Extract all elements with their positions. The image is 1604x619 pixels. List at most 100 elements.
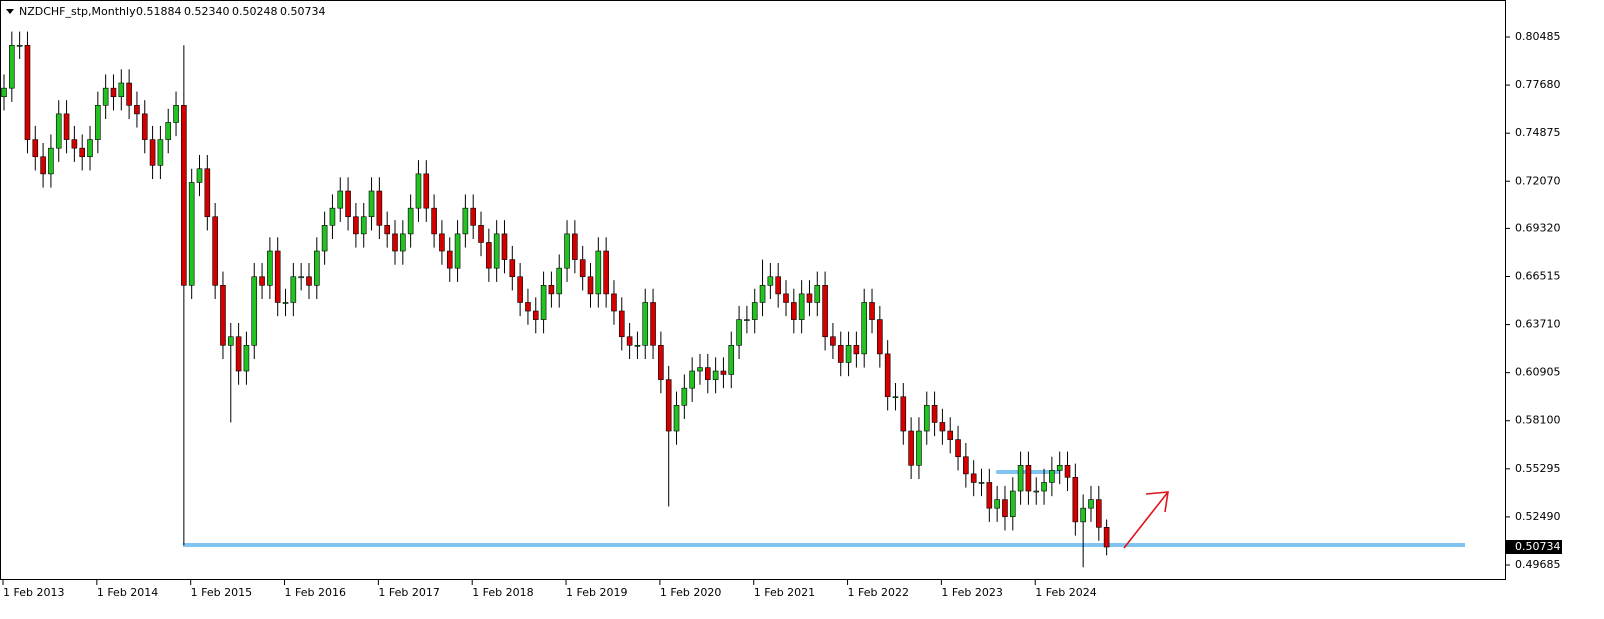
y-tick-label: 0.72070 bbox=[1515, 174, 1561, 187]
candle-body bbox=[853, 345, 860, 355]
candle-body bbox=[634, 345, 641, 347]
candle-body bbox=[783, 293, 789, 303]
candle-body bbox=[939, 422, 946, 432]
candle-body bbox=[32, 139, 39, 158]
candle-body bbox=[462, 207, 469, 235]
candle-body bbox=[994, 499, 1000, 509]
candle-body bbox=[345, 190, 351, 218]
candle-body bbox=[798, 293, 805, 320]
candle-body bbox=[259, 276, 265, 286]
candle-body bbox=[595, 250, 602, 295]
candle-body bbox=[665, 379, 672, 432]
candle-body bbox=[220, 285, 226, 346]
x-tick-label: 1 Feb 2017 bbox=[378, 586, 439, 599]
candle-body bbox=[1088, 499, 1094, 509]
candle-body bbox=[470, 207, 477, 226]
candle-body bbox=[861, 302, 868, 355]
candle-body bbox=[446, 250, 453, 269]
candle-body bbox=[173, 105, 179, 123]
candle-body bbox=[63, 113, 70, 140]
candle-body bbox=[884, 353, 891, 398]
candle-body bbox=[16, 45, 23, 47]
symbol-title: NZDCHF_stp,Monthly bbox=[19, 5, 136, 18]
x-tick-label: 1 Feb 2022 bbox=[848, 586, 909, 599]
candle-body bbox=[110, 87, 117, 98]
candle-body bbox=[306, 276, 312, 286]
x-tick-label: 1 Feb 2020 bbox=[660, 586, 721, 599]
candle-body bbox=[329, 207, 336, 226]
y-tick-label: 0.63710 bbox=[1515, 318, 1561, 331]
candle-body bbox=[759, 285, 766, 303]
candle-body bbox=[407, 207, 414, 235]
header-value: 0.50734 bbox=[280, 5, 326, 18]
candle-body bbox=[95, 105, 101, 140]
candle-body bbox=[931, 405, 938, 423]
x-tick-label: 1 Feb 2023 bbox=[941, 586, 1002, 599]
candle-body bbox=[196, 168, 203, 183]
candle-body bbox=[744, 319, 750, 321]
candle-body bbox=[243, 345, 250, 372]
candle-body bbox=[478, 225, 484, 243]
candle-body bbox=[697, 367, 703, 372]
candle-body bbox=[1033, 490, 1040, 493]
arrow-head bbox=[1145, 491, 1169, 513]
candle-body bbox=[290, 276, 297, 303]
candle-body bbox=[728, 345, 735, 375]
y-tick-label: 0.60905 bbox=[1515, 366, 1561, 379]
candle-body bbox=[1072, 477, 1079, 523]
candle-body bbox=[579, 259, 586, 278]
header-value: 0.51884 bbox=[136, 5, 182, 18]
y-tick-label: 0.69320 bbox=[1515, 221, 1561, 234]
candle-body bbox=[126, 82, 132, 106]
candle-body bbox=[368, 190, 375, 218]
candle-body bbox=[947, 430, 954, 440]
candle-body bbox=[603, 250, 609, 295]
candle-body bbox=[353, 216, 359, 235]
candle-body bbox=[791, 302, 797, 320]
candle-body bbox=[134, 105, 140, 115]
candle-body bbox=[814, 285, 821, 303]
candle-body bbox=[102, 87, 109, 106]
candle-body bbox=[525, 302, 531, 312]
candle-body bbox=[564, 233, 570, 269]
candle-body bbox=[486, 242, 492, 269]
candle-body bbox=[830, 336, 836, 346]
candle-body bbox=[877, 319, 883, 355]
candle-body bbox=[1103, 527, 1110, 548]
x-tick-label: 1 Feb 2024 bbox=[1035, 586, 1096, 599]
candle-body bbox=[337, 190, 344, 209]
candle-body bbox=[360, 216, 367, 235]
candle-body bbox=[712, 370, 719, 380]
candle-body bbox=[141, 113, 148, 140]
candle-body bbox=[736, 319, 742, 346]
candle-body bbox=[978, 482, 985, 484]
candle-body bbox=[767, 276, 774, 286]
candle-body bbox=[720, 370, 727, 375]
candle-body bbox=[587, 276, 594, 295]
candle-body bbox=[431, 207, 437, 235]
y-tick-label: 0.66515 bbox=[1515, 269, 1561, 282]
candle-body bbox=[681, 387, 688, 406]
y-tick-label: 0.58100 bbox=[1515, 414, 1561, 427]
candle-body bbox=[376, 190, 383, 226]
candle-body bbox=[454, 233, 461, 269]
candle-body bbox=[9, 45, 15, 89]
candle-body bbox=[181, 105, 187, 286]
last-price-label: 0.50734 bbox=[1515, 540, 1561, 553]
candle-body bbox=[626, 336, 633, 346]
header-triangle bbox=[6, 9, 14, 14]
candle-body bbox=[572, 233, 578, 260]
candle-body bbox=[227, 336, 234, 346]
candle-body bbox=[118, 82, 125, 98]
candle-body bbox=[963, 456, 969, 475]
x-tick-label: 1 Feb 2013 bbox=[3, 586, 64, 599]
candle-body bbox=[532, 310, 539, 320]
candle-body bbox=[267, 250, 273, 286]
candle-body bbox=[1064, 465, 1071, 478]
candle-body bbox=[540, 285, 547, 320]
arrow-annotation bbox=[1123, 491, 1169, 549]
candle-body bbox=[611, 293, 617, 312]
x-tick-label: 1 Feb 2015 bbox=[191, 586, 252, 599]
candle-body bbox=[689, 370, 695, 389]
